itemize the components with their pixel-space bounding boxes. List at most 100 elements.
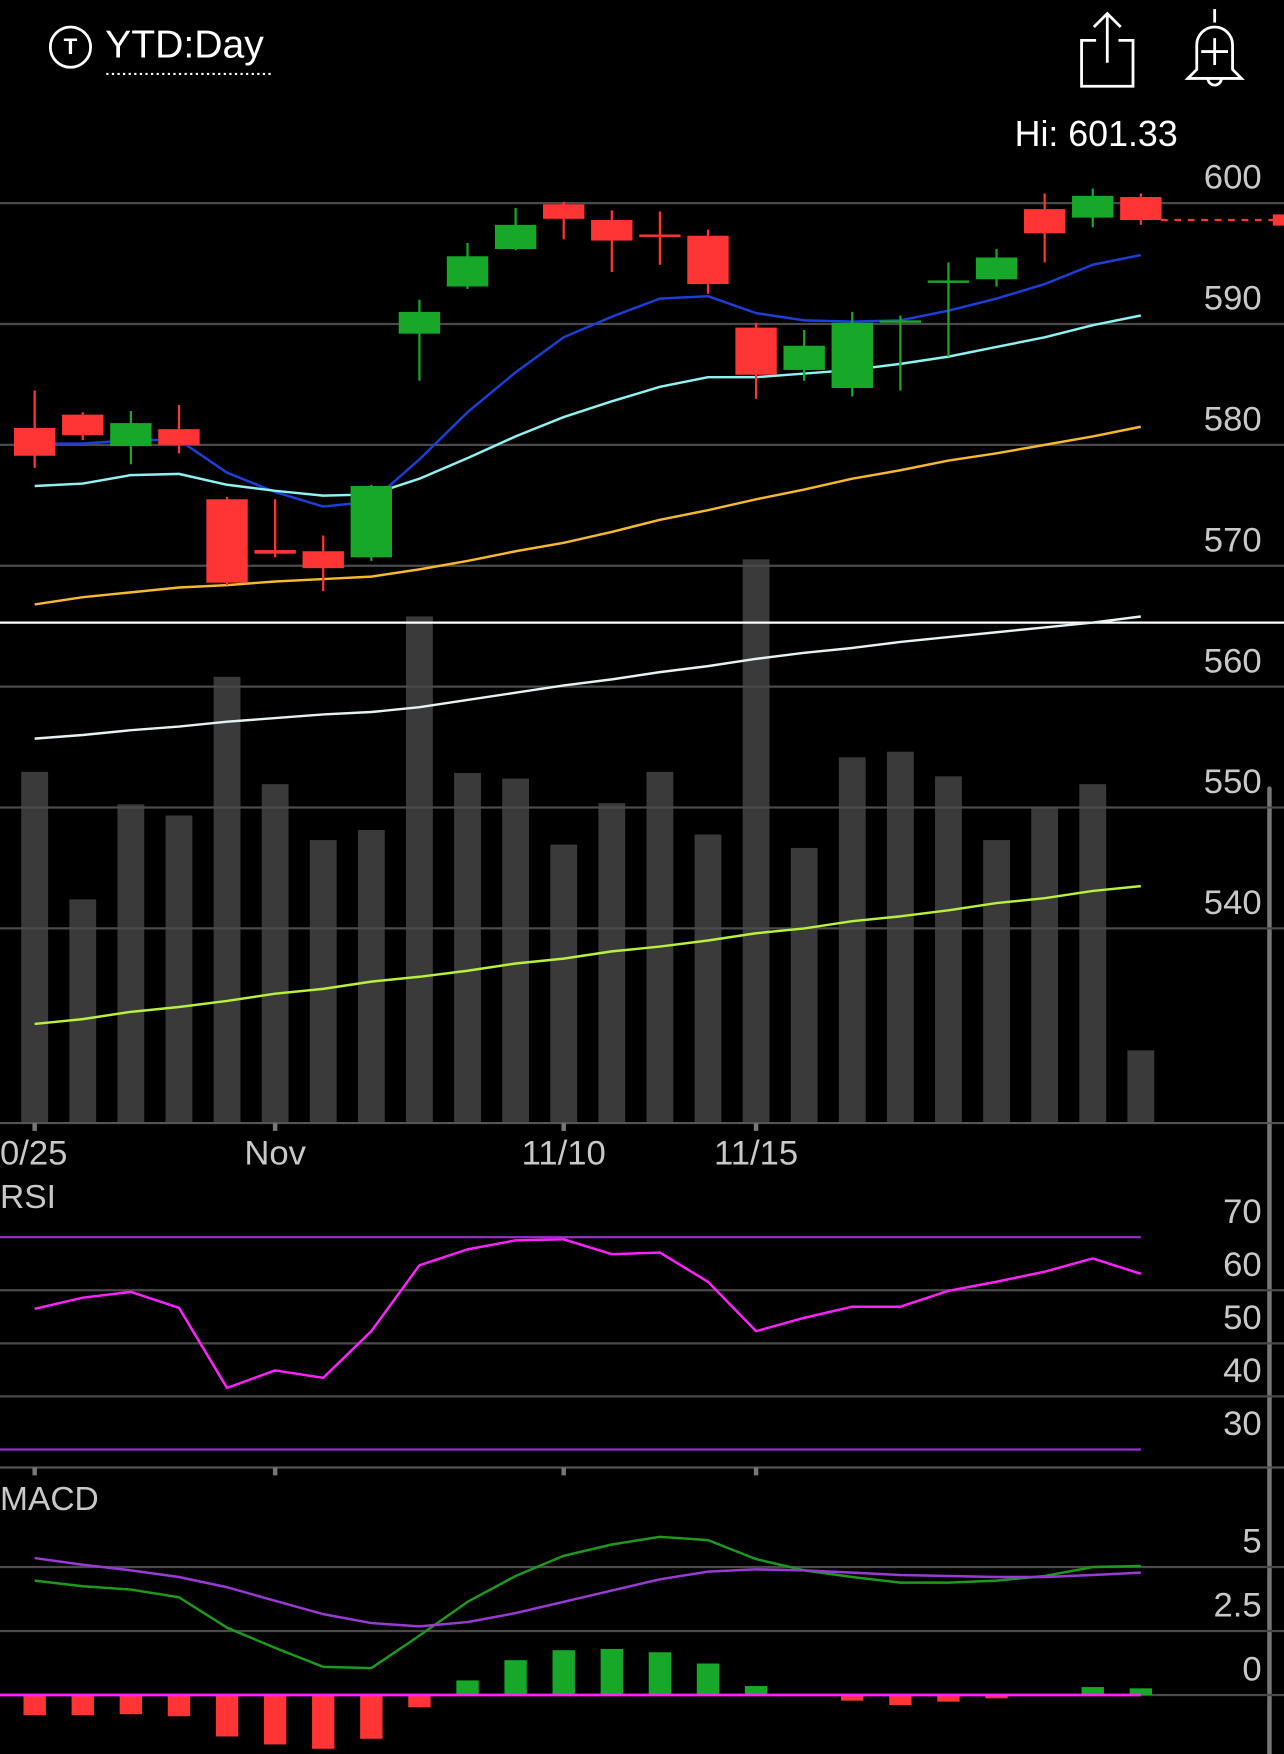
y-tick-label: 40 (1223, 1352, 1262, 1390)
histogram-bar (841, 1695, 864, 1701)
y-tick-label: 2.5 (1213, 1587, 1261, 1625)
y-tick-label: 0 (1242, 1651, 1261, 1689)
candle-body (158, 429, 200, 445)
histogram-bar (985, 1695, 1008, 1699)
candle-body (206, 499, 248, 583)
share-button[interactable] (1080, 11, 1135, 88)
panel-title: RSI (0, 1179, 56, 1216)
high-label: Hi: 601.33 (1015, 114, 1178, 154)
y-tick-label: 30 (1223, 1405, 1262, 1443)
histogram-bar (1129, 1688, 1153, 1696)
y-tick-label: 550 (1204, 763, 1262, 801)
candle-body (927, 280, 970, 283)
candle-body (494, 224, 537, 250)
alert-button[interactable] (1184, 9, 1245, 87)
candle-body (302, 551, 344, 569)
candle-body (254, 550, 296, 554)
candle-body (591, 220, 633, 241)
candle-body (62, 414, 104, 436)
moving-average (34, 615, 1141, 740)
moving-average (34, 884, 1141, 1026)
histogram-bar (360, 1695, 383, 1739)
candle-body (879, 320, 922, 323)
candle-body (110, 423, 152, 447)
histogram-bar (744, 1686, 768, 1696)
volume-bar (935, 776, 962, 1124)
volume-bar (454, 772, 481, 1124)
volume-bar (213, 676, 241, 1124)
volume-bar (694, 834, 722, 1124)
histogram-bar (23, 1695, 46, 1716)
histogram-bar (600, 1648, 623, 1696)
moving-average (34, 425, 1142, 606)
histogram-bar (119, 1695, 143, 1715)
volume-bar (69, 899, 97, 1124)
histogram-bar (937, 1695, 960, 1702)
candle-body (735, 327, 777, 375)
candle-body (398, 311, 441, 334)
histogram-bar (504, 1660, 527, 1696)
histogram-bar (696, 1663, 720, 1696)
histogram-bar (408, 1695, 431, 1708)
y-tick-label: 50 (1223, 1299, 1262, 1337)
volume-bar (261, 784, 289, 1124)
histogram-bar (71, 1695, 94, 1716)
volume-bar (838, 757, 866, 1124)
y-tick-label: 600 (1204, 159, 1262, 197)
candle-body (543, 204, 585, 219)
histogram-bar (456, 1680, 479, 1696)
volume-bar (309, 840, 337, 1124)
indicator-line (34, 1238, 1142, 1390)
y-tick-label: 580 (1204, 401, 1262, 439)
panel-title: MACD (0, 1481, 99, 1518)
volume-bar (983, 840, 1010, 1124)
ticker-icon[interactable] (48, 25, 92, 69)
candle-body (1120, 197, 1162, 221)
candle-body (975, 257, 1018, 280)
volume-bar (117, 804, 145, 1124)
volume-bar (357, 830, 385, 1124)
volume-bar (502, 778, 530, 1124)
histogram-bar (167, 1695, 191, 1717)
candle-body (1023, 209, 1066, 234)
x-tick-label: Nov (244, 1135, 306, 1173)
x-tick-label: 0/25 (0, 1135, 67, 1173)
candle-body (687, 235, 729, 285)
candle-body (783, 345, 825, 370)
volume-bar (21, 771, 49, 1124)
macd-line (34, 1535, 1141, 1670)
histogram-bar (552, 1650, 575, 1696)
candle-body (13, 427, 56, 456)
candle-body (831, 322, 873, 389)
volume-bar (550, 844, 578, 1124)
volume-bar (598, 803, 626, 1124)
candle-body (1072, 195, 1114, 218)
y-tick-label: 60 (1223, 1246, 1262, 1284)
volume-bar (1079, 784, 1107, 1124)
x-tick-label: 11/15 (714, 1135, 798, 1173)
volume-bar (742, 559, 770, 1124)
volume-bar (165, 815, 193, 1124)
last-price-marker (1272, 214, 1284, 226)
y-tick-label: 5 (1242, 1523, 1261, 1561)
candle-body (350, 485, 393, 558)
y-tick-label: 70 (1223, 1193, 1262, 1231)
histogram-bar (889, 1695, 912, 1705)
y-tick-label: 540 (1204, 884, 1262, 922)
volume-bar (886, 751, 914, 1124)
y-tick-label: 560 (1204, 642, 1262, 680)
candle-body (639, 234, 681, 237)
volume-bar (1031, 806, 1059, 1124)
ticker-icon-letter: T (64, 34, 78, 59)
range-selector[interactable]: YTD:Day (105, 23, 264, 66)
moving-average (34, 253, 1142, 508)
histogram-bar (263, 1695, 287, 1745)
y-tick-label: 590 (1204, 280, 1262, 318)
histogram-bar (648, 1652, 672, 1696)
histogram-bar (215, 1695, 239, 1737)
histogram-bar (1081, 1687, 1104, 1696)
volume-bar (1127, 1050, 1155, 1124)
x-tick-label: 11/10 (522, 1135, 606, 1173)
